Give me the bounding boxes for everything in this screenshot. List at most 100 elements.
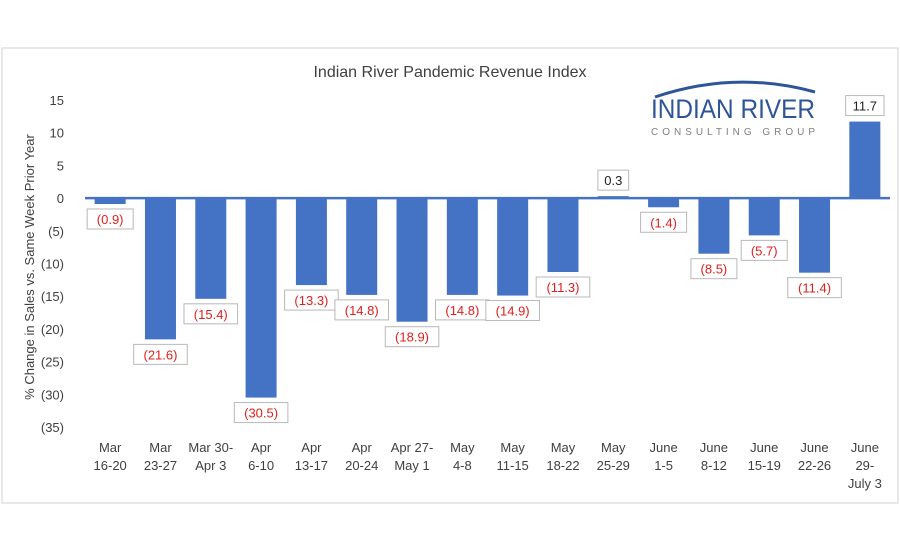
x-tick-label-line: 6-10 bbox=[248, 458, 274, 473]
x-tick-label-line: Apr bbox=[352, 440, 373, 455]
x-tick-label: Mar 30- Apr 3 bbox=[188, 440, 233, 473]
data-label-text: (15.4) bbox=[194, 307, 228, 322]
indian-river-logo: INDIAN RIVER CONSULTING GROUP bbox=[651, 80, 816, 138]
x-tick-label-line: 15-19 bbox=[748, 458, 781, 473]
bar bbox=[346, 198, 378, 295]
x-tick-label-line: May 1 bbox=[394, 458, 429, 473]
x-tick-label: June 22-26 bbox=[798, 440, 831, 473]
x-tick-label-line: June bbox=[649, 440, 677, 455]
data-label-text: (13.3) bbox=[294, 293, 328, 308]
chart-title: Indian River Pandemic Revenue Index bbox=[313, 64, 586, 81]
x-tick-label-line: May bbox=[500, 440, 525, 455]
x-tick-label: Mar 23-27 bbox=[144, 440, 177, 473]
x-tick-label-line: 22-26 bbox=[798, 458, 831, 473]
data-label: (8.5) bbox=[690, 258, 738, 280]
data-label-text: (14.9) bbox=[496, 304, 530, 319]
y-axis: 15 10 5 0 (5) (10) (15) (20) (25) (30) (35) bbox=[41, 93, 64, 435]
bars-group bbox=[94, 121, 881, 398]
x-tick-label-line: 8-12 bbox=[701, 458, 727, 473]
bar bbox=[396, 198, 428, 322]
bar bbox=[748, 198, 780, 236]
data-label-box bbox=[133, 343, 188, 365]
y-tick-label: (30) bbox=[41, 387, 64, 402]
x-tick-label: Apr 20-24 bbox=[345, 440, 378, 473]
bar bbox=[497, 198, 529, 296]
data-label-box bbox=[334, 299, 390, 321]
data-label-text: (21.6) bbox=[143, 347, 177, 362]
bar bbox=[94, 198, 126, 204]
data-label-text: (5.7) bbox=[751, 243, 778, 258]
data-labels-group: (0.9) (21.6) (15.4) (30.5) (13.3) (14.8) (18.9… bbox=[86, 95, 885, 424]
data-label-text: 0.3 bbox=[604, 173, 622, 188]
data-label: 0.3 bbox=[597, 169, 630, 191]
data-label: (18.9) bbox=[384, 326, 440, 348]
logo-arc-icon bbox=[654, 80, 816, 99]
x-tick-label-line: 16-20 bbox=[94, 458, 127, 473]
x-tick-label-line: June bbox=[800, 440, 828, 455]
x-tick-label-line: Apr 27- bbox=[391, 440, 434, 455]
x-tick-label: May 18-22 bbox=[546, 440, 579, 473]
x-tick-label-line: Mar 30- bbox=[188, 440, 233, 455]
data-label: (30.5) bbox=[233, 402, 289, 424]
data-label: (21.6) bbox=[133, 343, 188, 365]
data-label-box bbox=[384, 326, 440, 348]
data-label-box bbox=[485, 300, 540, 322]
x-tick-label: May 25-29 bbox=[597, 440, 630, 473]
data-label: 11.7 bbox=[845, 95, 885, 117]
x-tick-label: June 15-19 bbox=[748, 440, 781, 473]
x-tick-label-line: Mar bbox=[99, 440, 122, 455]
x-tick-label-line: 11-15 bbox=[497, 458, 529, 473]
x-tick-label: Apr 6-10 bbox=[248, 440, 274, 473]
x-tick-label-line: May bbox=[601, 440, 626, 455]
data-label: (14.8) bbox=[435, 299, 490, 321]
bar bbox=[849, 121, 881, 199]
x-tick-label: June 1-5 bbox=[649, 440, 677, 473]
x-tick-label-line: 13-17 bbox=[295, 458, 328, 473]
x-tick-label-line: Apr bbox=[251, 440, 272, 455]
x-tick-label: May 11-15 bbox=[497, 440, 529, 473]
x-tick-label-line: Apr bbox=[301, 440, 322, 455]
x-tick-label-line: 1-5 bbox=[654, 458, 673, 473]
logo-name: INDIAN RIVER bbox=[651, 94, 815, 124]
x-tick-label: Apr 13-17 bbox=[295, 440, 328, 473]
y-tick-label: (20) bbox=[41, 322, 64, 337]
data-label: (5.7) bbox=[740, 239, 788, 261]
y-tick-label: (35) bbox=[41, 420, 64, 435]
data-label-text: (1.4) bbox=[650, 215, 677, 230]
data-label-text: (30.5) bbox=[244, 406, 278, 421]
bar bbox=[245, 198, 277, 398]
bar bbox=[547, 198, 579, 273]
x-tick-label-line: May bbox=[450, 440, 475, 455]
data-label-box bbox=[787, 277, 842, 299]
data-label-box bbox=[86, 208, 134, 230]
bar bbox=[799, 198, 831, 273]
bar bbox=[144, 198, 176, 340]
x-tick-label: Mar 16-20 bbox=[94, 440, 127, 473]
data-label-text: 11.7 bbox=[853, 99, 877, 114]
y-axis-label: % Change in Sales vs. Same Week Prior Ye… bbox=[22, 133, 37, 399]
data-label-text: (14.8) bbox=[445, 303, 479, 318]
y-tick-label: 10 bbox=[50, 126, 64, 141]
data-label: (1.4) bbox=[640, 211, 688, 233]
y-tick-label: 5 bbox=[57, 158, 64, 173]
x-tick-label: June 29- July 3 bbox=[848, 440, 882, 491]
y-tick-label: 15 bbox=[50, 93, 64, 108]
data-label-box bbox=[690, 258, 738, 280]
data-label-text: (8.5) bbox=[701, 262, 728, 277]
x-tick-label-line: 18-22 bbox=[546, 458, 579, 473]
data-label-box bbox=[233, 402, 289, 424]
data-label: (15.4) bbox=[183, 303, 239, 325]
bar bbox=[698, 198, 730, 254]
y-tick-label: 0 bbox=[57, 191, 64, 206]
data-label-box bbox=[845, 95, 885, 117]
data-label-text: (14.8) bbox=[345, 303, 379, 318]
x-tick-label-line: 4-8 bbox=[453, 458, 472, 473]
x-tick-label-line: 20-24 bbox=[345, 458, 378, 473]
data-label-text: (18.9) bbox=[395, 330, 429, 345]
data-label-text: (11.3) bbox=[546, 280, 579, 295]
data-label-box bbox=[535, 276, 591, 298]
data-label-box bbox=[597, 169, 630, 191]
bar bbox=[195, 198, 227, 299]
y-tick-label: (25) bbox=[41, 355, 64, 370]
